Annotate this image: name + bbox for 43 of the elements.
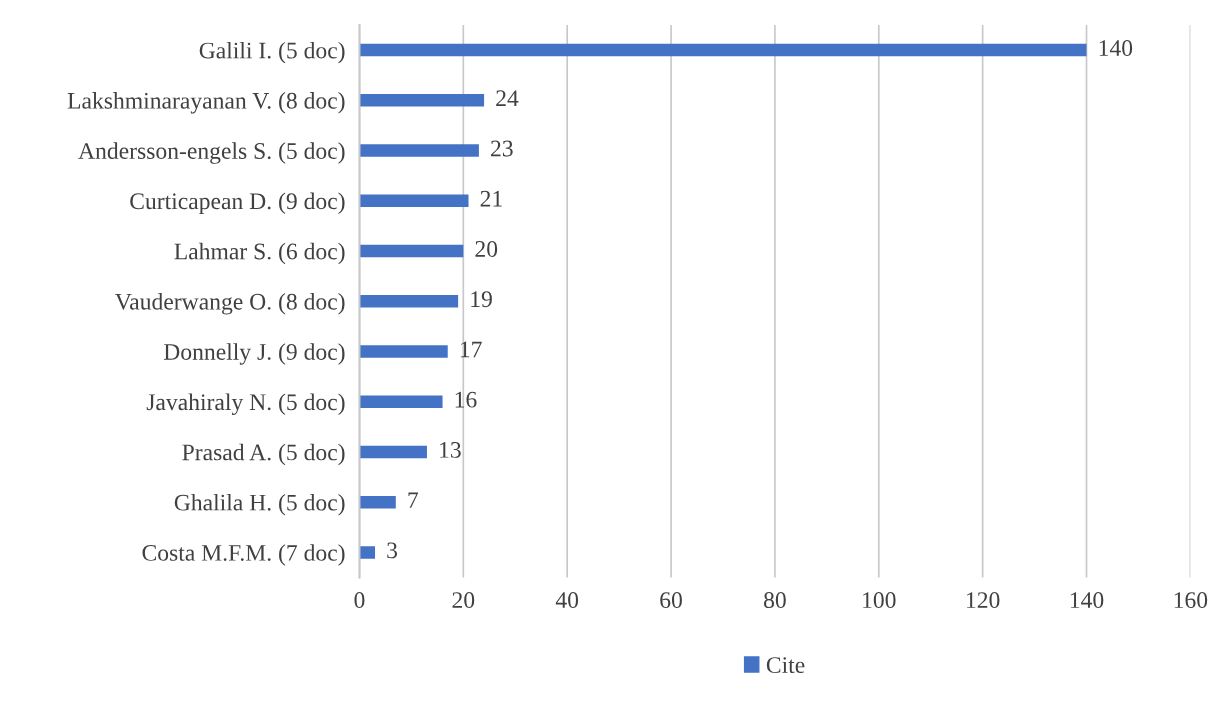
bar [359, 144, 479, 157]
data-label: 20 [475, 240, 498, 257]
bar [359, 94, 485, 107]
bar [359, 244, 464, 258]
y-tick-label: Lahmar S. (6 doc) [174, 242, 345, 265]
data-label: 24 [496, 90, 519, 106]
data-label: 19 [471, 291, 492, 308]
x-tick-label: 160 [1174, 592, 1208, 609]
data-label: 140 [1099, 40, 1133, 56]
legend-label: Cite [766, 657, 805, 674]
data-label: 17 [460, 341, 482, 358]
data-label: 3 [387, 542, 398, 559]
y-tick-label: Ghalila H. (5 doc) [174, 493, 345, 516]
bar [359, 445, 427, 459]
data-label: 16 [455, 391, 477, 408]
bar [359, 495, 396, 509]
y-tick-label: Costa M.F.M. (7 doc) [142, 544, 345, 566]
bar [359, 546, 376, 559]
bar [359, 395, 443, 408]
bar [359, 43, 1087, 57]
data-label: 7 [408, 492, 419, 508]
y-tick-label: Curticapean D. (9 doc) [130, 192, 345, 214]
x-tick-label: 100 [863, 592, 896, 609]
y-tick-label: Galili I. (5 doc) [199, 41, 345, 64]
x-tick-label: 20 [452, 592, 475, 609]
y-tick-label: Vauderwange O. (8 doc) [115, 293, 345, 315]
x-tick-label: 60 [660, 592, 682, 609]
y-tick-label: Donnelly J. (9 doc) [163, 343, 345, 365]
bar [359, 294, 459, 308]
bar [359, 345, 448, 358]
x-tick-label: 140 [1070, 592, 1104, 609]
bar [359, 194, 469, 208]
x-tick-label: 0 [354, 592, 365, 609]
y-tick-label: Javahiraly N. (5 doc) [146, 393, 345, 415]
data-label: 23 [491, 140, 513, 157]
y-tick-label: Lakshminarayanan V. (8 doc) [67, 92, 345, 114]
y-tick-label: Andersson-engels S. (5 doc) [78, 142, 345, 164]
x-tick-label: 40 [555, 592, 579, 609]
x-tick-label: 80 [764, 592, 786, 609]
data-label: 13 [440, 441, 461, 458]
x-tick-label: 120 [967, 592, 1000, 609]
y-tick-label: Prasad A. (5 doc) [182, 443, 345, 466]
data-label: 21 [480, 190, 502, 207]
